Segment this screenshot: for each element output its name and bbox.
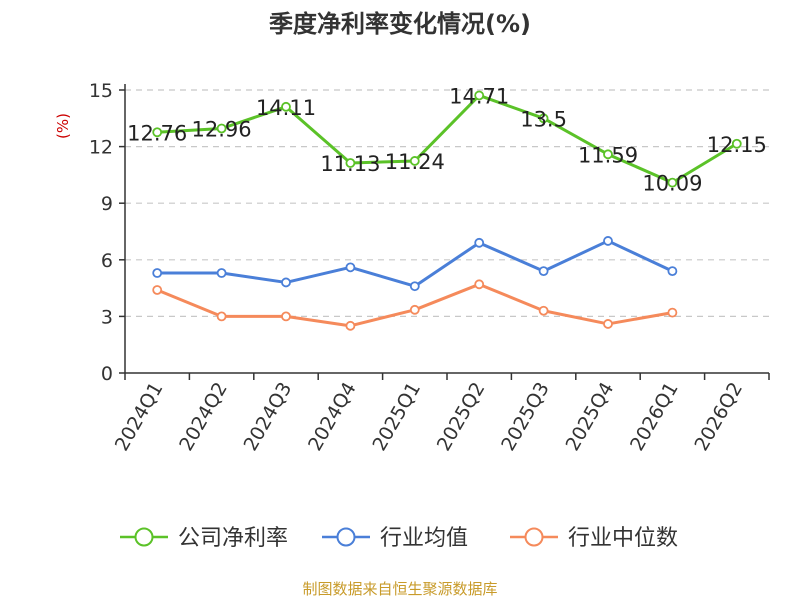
source-note: 制图数据来自恒生聚源数据库 xyxy=(302,580,497,598)
x-tick-label: 2025Q3 xyxy=(497,379,554,455)
x-tick-label: 2024Q4 xyxy=(304,379,361,455)
x-tick-label: 2025Q4 xyxy=(562,379,619,455)
data-point xyxy=(152,285,163,295)
x-tick-label: 2024Q1 xyxy=(111,379,168,455)
data-point xyxy=(281,277,291,288)
data-label: 14.71 xyxy=(449,84,509,108)
data-point xyxy=(667,266,678,277)
data-point xyxy=(731,138,742,149)
data-point xyxy=(667,177,678,188)
data-point xyxy=(538,305,549,316)
x-tick-label: 2026Q1 xyxy=(626,379,683,455)
data-point xyxy=(474,90,485,101)
data-label: 12.96 xyxy=(192,117,252,141)
legend-label: 行业中位数 xyxy=(568,526,678,551)
data-point xyxy=(345,320,356,331)
y-tick-label: 0 xyxy=(101,363,113,385)
data-point xyxy=(409,281,420,292)
data-label: 14.11 xyxy=(256,96,316,120)
y-tick-label: 12 xyxy=(89,137,113,159)
data-point xyxy=(603,149,613,160)
x-tick-label: 2025Q2 xyxy=(433,379,490,455)
data-point xyxy=(603,319,613,329)
x-tick-labels: 2024Q1 2024Q2 2024Q3 2024Q4 2025Q1 2025Q2 2025… xyxy=(111,379,747,455)
data-label: 10.09 xyxy=(642,172,702,196)
data-label: 11.13 xyxy=(320,152,380,176)
data-point xyxy=(152,268,163,278)
x-tick-label: 2026Q2 xyxy=(690,379,747,455)
data-label: 11.24 xyxy=(385,150,445,174)
data-point xyxy=(538,113,549,124)
series-lines xyxy=(152,90,742,331)
data-point xyxy=(409,304,420,315)
data-point xyxy=(603,236,613,246)
grid-lines xyxy=(125,89,769,317)
data-point xyxy=(281,101,291,112)
data-point xyxy=(345,262,356,273)
legend-label: 公司净利率 xyxy=(178,526,288,551)
x-tick-label: 2025Q1 xyxy=(368,379,425,455)
axes xyxy=(119,84,770,380)
data-point xyxy=(409,156,420,166)
data-point xyxy=(345,158,356,168)
data-label: 12.15 xyxy=(707,133,767,157)
data-label: 12.76 xyxy=(127,121,187,145)
legend-marker xyxy=(336,527,356,547)
data-label: 11.59 xyxy=(578,143,638,167)
data-label: 13.5 xyxy=(520,107,567,131)
data-point xyxy=(216,311,227,322)
data-point xyxy=(216,123,227,134)
chart-title: 季度净利率变化情况(%) xyxy=(269,10,531,38)
legend-label: 行业均值 xyxy=(380,526,468,551)
data-point xyxy=(152,127,163,138)
legend[interactable]: 公司净利率 行业均值 行业中位数 xyxy=(120,526,678,551)
y-tick-label: 6 xyxy=(101,250,113,272)
y-tick-label: 9 xyxy=(101,193,113,215)
data-point xyxy=(281,311,291,322)
x-tick-label: 2024Q2 xyxy=(175,379,232,455)
y-tick-labels: 0 3 6 9 12 15 xyxy=(89,80,113,385)
y-tick-label: 15 xyxy=(89,80,113,102)
legend-marker xyxy=(134,527,154,547)
legend-marker xyxy=(524,527,544,547)
y-tick-label: 3 xyxy=(101,306,113,328)
data-point xyxy=(474,279,485,290)
series-line-1 xyxy=(157,93,738,185)
series-line-2 xyxy=(157,239,674,288)
data-point xyxy=(216,268,227,278)
data-point xyxy=(474,237,485,248)
x-tick-label: 2024Q3 xyxy=(240,379,297,455)
data-point xyxy=(538,266,549,277)
data-point xyxy=(667,307,678,318)
y-axis-label: (%) xyxy=(54,113,72,139)
